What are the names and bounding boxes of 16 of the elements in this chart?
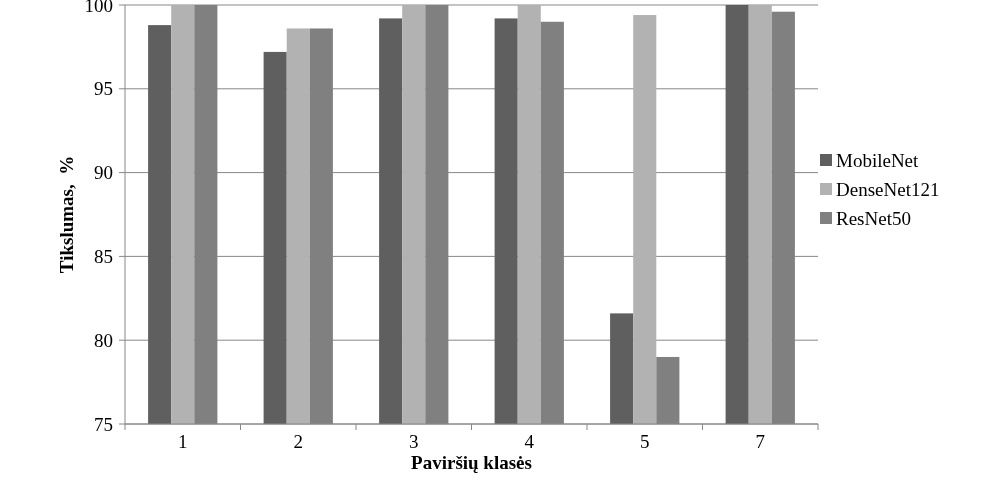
x-tick-label: 7 [755, 431, 765, 452]
x-tick-label: 1 [178, 431, 188, 452]
x-axis-title: Paviršių klasės [411, 452, 532, 473]
y-tick-label: 90 [94, 162, 113, 184]
x-tick-label: 4 [524, 431, 535, 452]
x-tick-label: 3 [409, 431, 419, 452]
y-tick-label: 95 [94, 78, 113, 100]
y-axis-title: Tikslumas, % [56, 155, 77, 274]
legend-label: MobileNet [836, 149, 920, 171]
y-tick-label: 80 [94, 329, 113, 351]
x-tick-label: 5 [640, 431, 650, 452]
legend-label: ResNet50 [836, 207, 911, 229]
y-tick-label: 75 [94, 413, 113, 435]
legend-label: DenseNet121 [836, 178, 940, 200]
y-tick-label: 85 [94, 246, 113, 268]
x-tick-label: 2 [293, 431, 303, 452]
